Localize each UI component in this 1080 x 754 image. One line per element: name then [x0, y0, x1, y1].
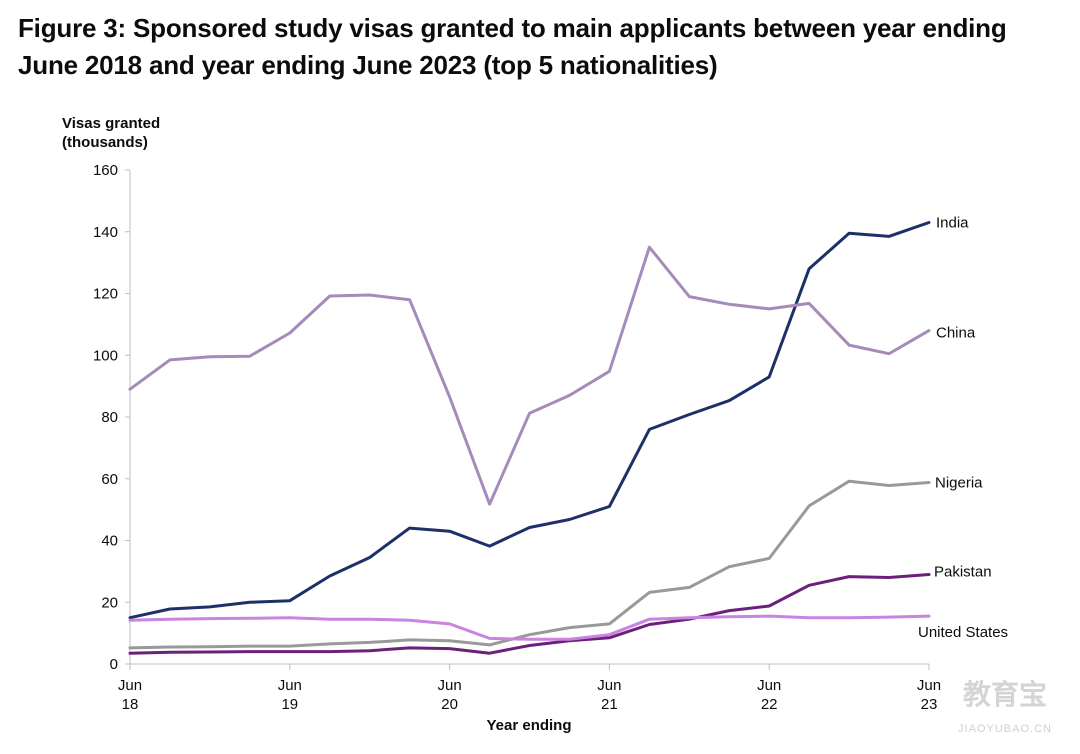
x-tick-label: Jun: [597, 677, 621, 694]
y-axis-title: Visas granted (thousands): [62, 115, 160, 151]
series-label-nigeria: Nigeria: [935, 474, 983, 491]
x-tick-label: 21: [601, 696, 618, 713]
x-tick-label: 23: [921, 696, 938, 713]
series-label-china: China: [936, 325, 976, 342]
x-tick-label: Jun: [757, 677, 781, 694]
y-tick-label: 120: [93, 286, 118, 303]
series-label-pakistan: Pakistan: [934, 563, 992, 580]
watermark-logo-text: 教育宝: [963, 678, 1047, 710]
x-tick-label: 18: [122, 696, 139, 713]
x-tick-label: Jun: [278, 677, 302, 694]
x-tick-label: 19: [281, 696, 298, 713]
y-axis-title-line: Visas granted: [62, 115, 160, 132]
x-tick-label: 20: [441, 696, 458, 713]
watermark-domain: JIAOYUBAO.CN: [958, 723, 1052, 735]
y-tick-label: 20: [101, 594, 118, 611]
x-tick-label: 22: [761, 696, 778, 713]
y-ticks: 0 20 40 60 80 100 120 140 160: [93, 162, 130, 673]
y-tick-label: 60: [101, 471, 118, 488]
series-line-nigeria: [128, 479, 931, 650]
figure-title: Figure 3: Sponsored study visas granted …: [18, 13, 1007, 80]
y-axis-title-line: (thousands): [62, 134, 148, 151]
y-tick-label: 100: [93, 347, 118, 364]
series-line-china: [128, 245, 931, 506]
series-line-pakistan: [128, 573, 931, 655]
series-lines: [128, 221, 931, 655]
x-tick-label: Jun: [118, 677, 142, 694]
y-tick-label: 40: [101, 533, 118, 550]
x-axis-title: Year ending: [486, 717, 571, 734]
series-label-india: India: [936, 214, 969, 231]
series-line-united-states: [128, 614, 931, 641]
x-tick-label: Jun: [917, 677, 941, 694]
x-tick-label: Jun: [438, 677, 462, 694]
series-line-india: [128, 221, 931, 620]
watermark-logo: 教育宝 JIAOYUBAO.CN: [958, 678, 1052, 735]
y-tick-label: 80: [101, 409, 118, 426]
series-labels: India China Nigeria Pakistan United States: [918, 214, 1008, 641]
y-tick-label: 160: [93, 162, 118, 179]
y-tick-label: 140: [93, 224, 118, 241]
x-ticks: Jun 18 Jun 19 Jun 20 Jun 21 Jun 22 Jun 23: [118, 664, 941, 713]
series-label-united-states: United States: [918, 624, 1008, 641]
y-tick-label: 0: [110, 656, 118, 673]
